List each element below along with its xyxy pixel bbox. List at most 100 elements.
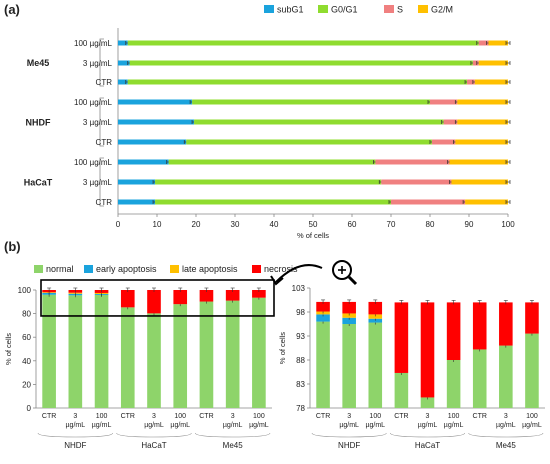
legend-label-normal: normal — [46, 264, 74, 274]
legend-label-early-apoptosis: early apoptosis — [96, 264, 157, 274]
bar-necrosis — [147, 290, 161, 313]
magnifier-icon — [333, 261, 356, 284]
bar-normal — [200, 302, 214, 408]
bar-g0-g1 — [155, 200, 391, 205]
category-label: 100 µg/mL — [444, 413, 464, 429]
category-label: 3 µg/mL — [339, 413, 359, 429]
bar-g2-m — [465, 200, 508, 205]
bar-normal — [173, 304, 187, 408]
bar-s — [381, 180, 451, 185]
group-label-me45: Me45 — [27, 58, 50, 68]
category-label: 100 µg/mL — [522, 413, 542, 429]
group-label-nhdf: NHDF — [338, 441, 360, 450]
y-tick-label: 98 — [296, 308, 305, 317]
y-tick-label: 83 — [296, 380, 305, 389]
bar-subg1 — [118, 160, 169, 165]
bar-normal — [252, 298, 266, 408]
legend-swatch-subg1 — [264, 5, 274, 13]
x-tick-label: 90 — [465, 220, 474, 229]
y-tick-label: 80 — [22, 310, 31, 319]
legend-label-subg1: subG1 — [277, 5, 304, 15]
y-tick-label: 40 — [22, 357, 31, 366]
x-tick-label: 10 — [153, 220, 162, 229]
y-tick-label: 100 — [18, 286, 32, 295]
group-label-nhdf: NHDF — [26, 118, 51, 128]
category-label: 3 µg/mL — [418, 413, 438, 429]
legend-swatch-g0-g1 — [318, 5, 328, 13]
bar-g0-g1 — [128, 80, 467, 85]
y-tick-label: 0 — [27, 404, 32, 413]
bar-subg1 — [118, 180, 155, 185]
y-axis-title: % of cells — [278, 332, 287, 364]
y-tick-label: 93 — [296, 332, 305, 341]
bar-g0-g1 — [192, 100, 430, 105]
y-tick-label: 60 — [22, 333, 31, 342]
y-tick-label: 103 — [292, 284, 306, 293]
legend-b: normal early apoptosis late apoptosis necro… — [34, 264, 298, 274]
legend-swatch-s — [384, 5, 394, 13]
apoptosis-chart: 020406080100% of cellsCTR 3 µg/mL100 µg/mLC… — [4, 280, 274, 450]
x-tick-label: 40 — [270, 220, 279, 229]
category-label: CTR — [96, 138, 113, 147]
bar-necrosis — [525, 302, 539, 333]
group-bracket — [469, 433, 543, 437]
y-tick-label: 20 — [22, 380, 31, 389]
bar-normal — [95, 295, 109, 408]
category-label: 3 µg/mL — [83, 118, 113, 127]
category-label: 100 µg/mL — [170, 413, 190, 429]
apoptosis-zoom-chart: 78 83 88 93 98 103 % of cells CTR 3 µg/mL 100 µg/mL… — [278, 284, 545, 450]
bar-necrosis — [173, 290, 187, 304]
category-label: 3 µg/mL — [223, 413, 243, 429]
bar-g2-m — [450, 160, 509, 165]
group-bracket — [117, 433, 192, 437]
category-label: 100 µg/mL — [249, 413, 269, 429]
category-label: 100 µg/mL — [74, 98, 113, 107]
bar-normal — [342, 324, 356, 408]
bar-g0-g1 — [155, 180, 381, 185]
group-bracket — [390, 433, 464, 437]
category-label: 100 µg/mL — [92, 413, 112, 429]
y-tick-label: 78 — [296, 404, 305, 413]
y-tick-label: 88 — [296, 356, 305, 365]
bar-normal — [395, 373, 409, 408]
bar-g0-g1 — [186, 140, 432, 145]
category-label: CTR — [316, 413, 330, 420]
group-label-me45: Me45 — [223, 441, 244, 450]
x-tick-label: 0 — [116, 220, 121, 229]
bar-g0-g1 — [194, 120, 444, 125]
x-tick-label: 20 — [192, 220, 201, 229]
bar-normal — [473, 349, 487, 408]
bar-necrosis — [499, 302, 513, 345]
category-label: CTR — [121, 413, 135, 420]
bar-g0-g1 — [128, 41, 479, 46]
group-bracket — [312, 433, 386, 437]
legend-swatch-early-apoptosis — [84, 265, 93, 273]
bar-necrosis — [473, 302, 487, 349]
cell-cycle-chart: 0 10 20 30 40 50 60 70 80 90 100 % of cells Me45 100 … — [24, 28, 515, 240]
bar-normal — [447, 360, 461, 408]
bar-subg1 — [118, 140, 186, 145]
bar-normal — [525, 334, 539, 408]
legend-swatch-g2-m — [418, 5, 428, 13]
bar-normal — [368, 323, 382, 408]
group-bracket — [38, 433, 113, 437]
category-label: CTR — [394, 413, 408, 420]
category-label: CTR — [96, 198, 113, 207]
category-label: 3 µg/mL — [83, 59, 113, 68]
legend-label-s: S — [397, 5, 403, 15]
category-label: CTR — [473, 413, 487, 420]
x-axis-title: % of cells — [297, 231, 329, 240]
category-label: 100 µg/mL — [74, 39, 113, 48]
panel-label-b: (b) — [4, 239, 21, 254]
bar-normal — [121, 307, 135, 408]
bar-g2-m — [457, 100, 508, 105]
legend-a: subG1 G0/G1 S G2/M — [264, 5, 453, 15]
bar-normal — [499, 346, 513, 408]
group-label-hacat: HaCaT — [141, 441, 166, 450]
bar-g2-m — [457, 120, 508, 125]
legend-swatch-normal — [34, 265, 43, 273]
bar-s — [391, 200, 465, 205]
bar-s — [375, 160, 449, 165]
bar-normal — [316, 322, 330, 408]
